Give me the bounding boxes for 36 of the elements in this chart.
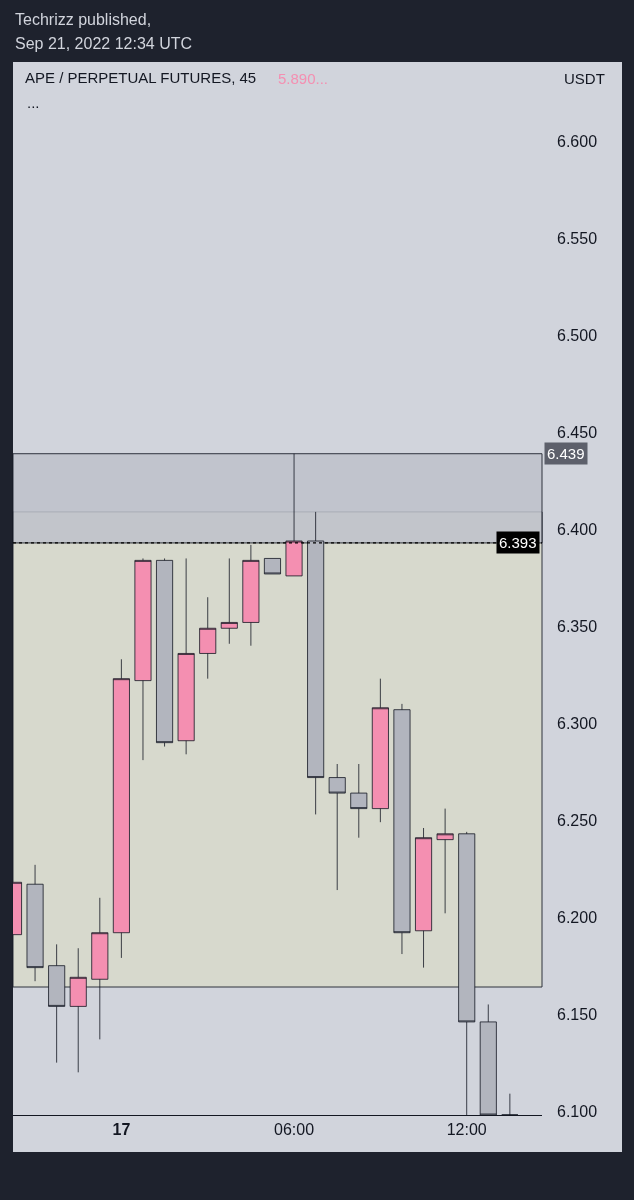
y-tick-label: 6.550 [557, 230, 598, 248]
candlestick [134, 558, 152, 761]
annotation: 5.890... [278, 70, 329, 87]
x-tick-label: 17 [112, 1121, 131, 1139]
y-tick-label: 6.300 [557, 714, 598, 732]
candlestick [199, 596, 217, 680]
candlestick [156, 558, 174, 747]
x-tick-label: 06:00 [274, 1121, 315, 1139]
candlestick [436, 808, 454, 914]
candlestick [112, 658, 130, 959]
y-tick-label: 6.250 [557, 811, 598, 829]
candlestick [263, 558, 281, 575]
y-tick-label: 6.600 [557, 133, 598, 151]
x-tick-label: 12:00 [446, 1121, 487, 1139]
candlestick [415, 827, 433, 969]
candlestick [350, 763, 368, 839]
y-axis-title: USDT [564, 70, 605, 87]
ref-line-label: 6.393 [499, 534, 537, 551]
candlestick [26, 864, 44, 982]
y-tick-label: 6.500 [557, 327, 598, 345]
y-tick-label: 6.450 [557, 423, 598, 441]
y-tick-label: 6.350 [557, 617, 598, 635]
text: Techrizz published, [15, 11, 152, 28]
candlestick [220, 558, 238, 645]
candlestick [328, 763, 346, 891]
candlestick [393, 703, 411, 955]
candlestick [371, 678, 389, 823]
candlestick [177, 558, 195, 755]
band-label: 6.439 [547, 445, 585, 462]
annotation: ... [27, 94, 40, 111]
y-tick-label: 6.150 [557, 1005, 598, 1023]
y-tick-label: 6.400 [557, 520, 598, 538]
text: APE / PERPETUAL FUTURES, 45 [25, 69, 257, 87]
y-tick-label: 6.100 [557, 1102, 598, 1120]
text: Sep 21, 2022 12:34 UTC [15, 35, 193, 52]
y-tick-label: 6.200 [557, 908, 598, 926]
